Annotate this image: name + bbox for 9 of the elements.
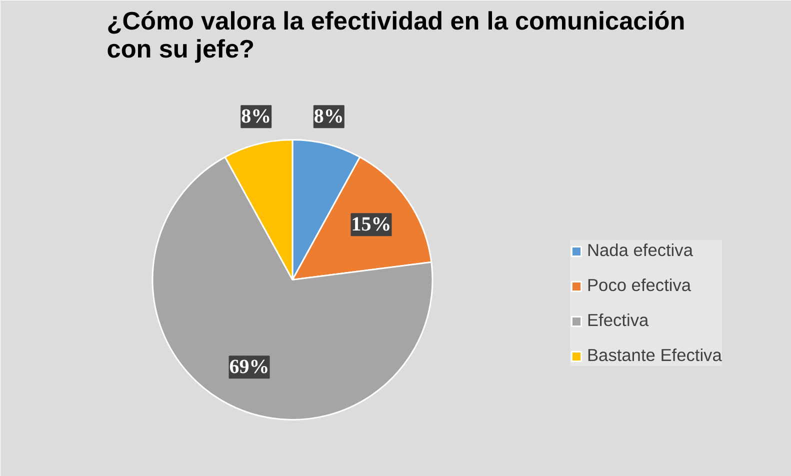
data-label: 8%	[314, 106, 344, 128]
legend-label: Bastante Efectiva	[587, 345, 722, 366]
data-label: 69%	[229, 356, 270, 378]
chart-title: ¿Cómo valora la efectividad en la comunicación con su jefe?	[106, 8, 686, 64]
legend-label: Efectiva	[587, 310, 649, 331]
data-label: 8%	[241, 106, 272, 128]
legend-label: Poco efectiva	[587, 275, 692, 296]
data-label: 15%	[351, 214, 392, 236]
legend-label: Nada efectiva	[587, 240, 693, 261]
